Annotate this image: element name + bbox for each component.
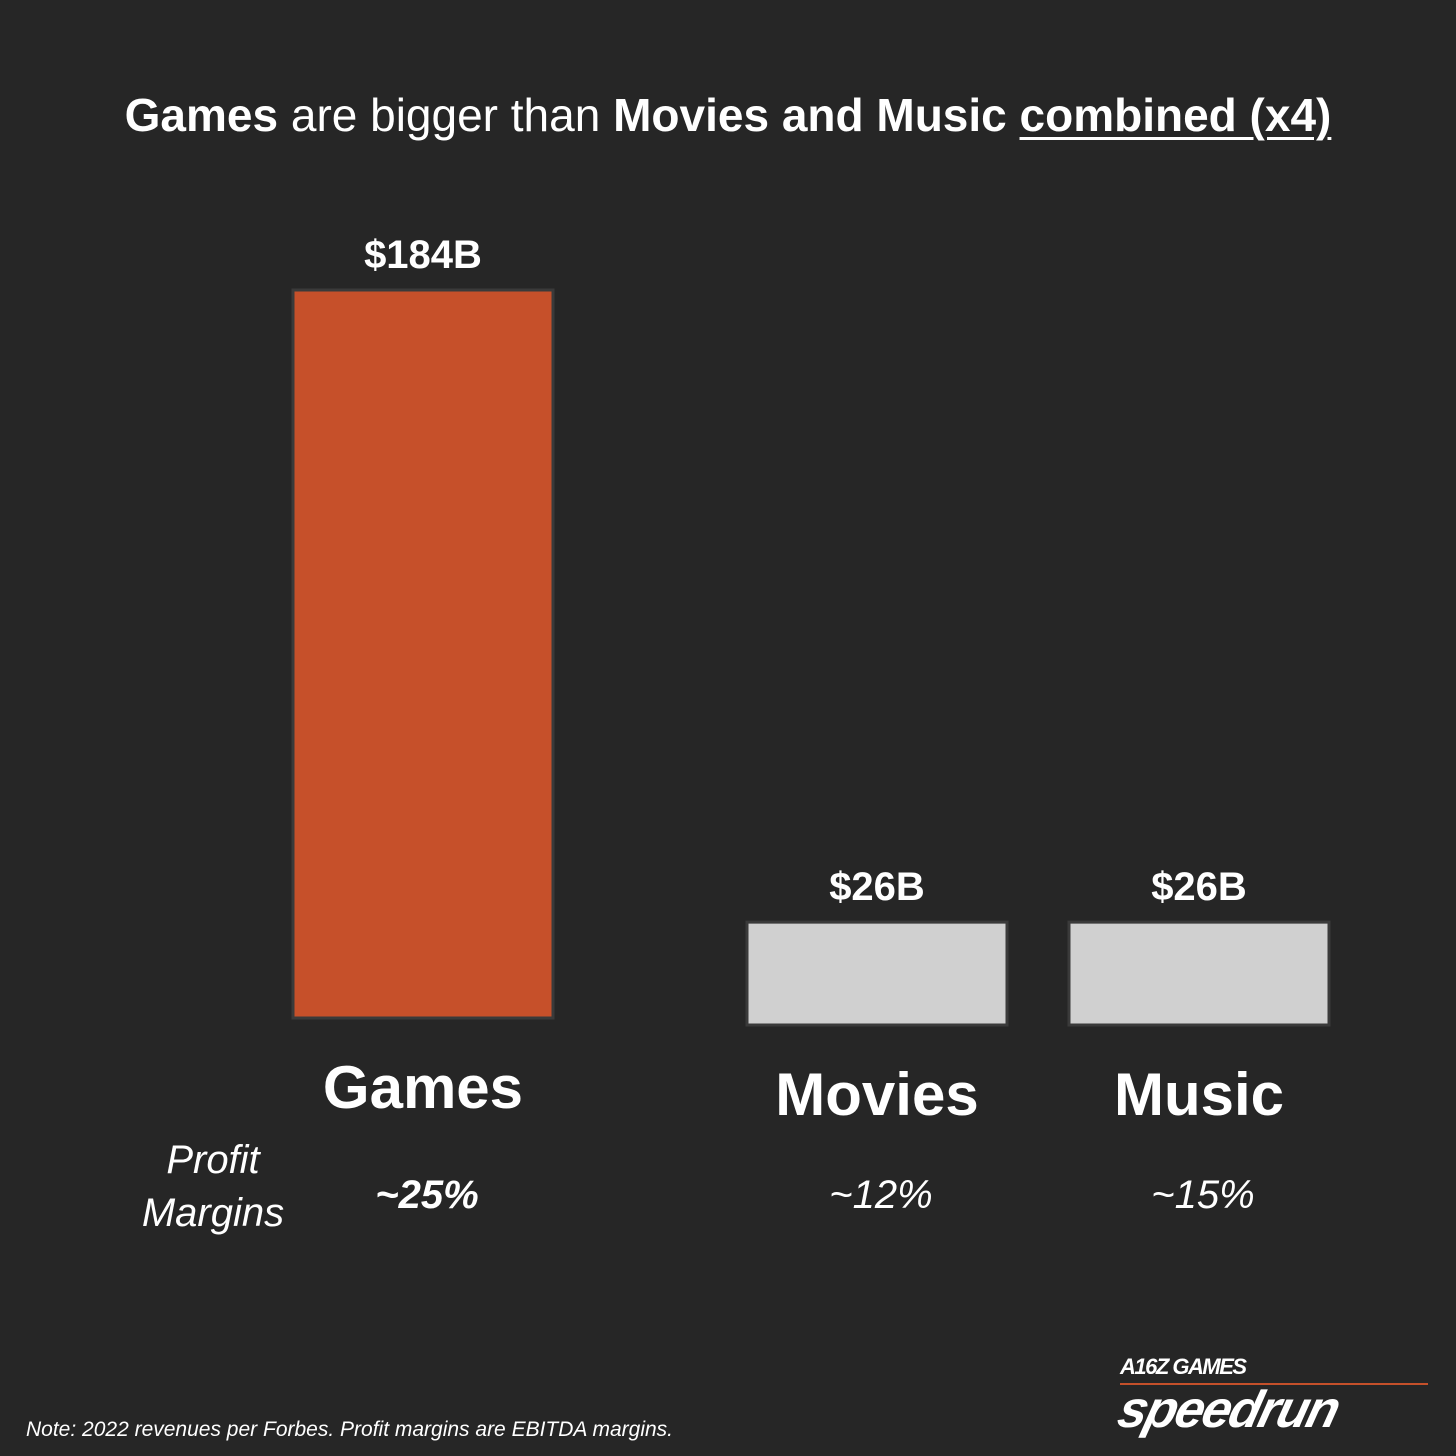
chart-title: Games are bigger than Movies and Music c… bbox=[0, 88, 1456, 142]
bar-music bbox=[1067, 920, 1331, 1027]
category-label-movies: Movies bbox=[775, 1061, 978, 1128]
value-label-music: $26B bbox=[1151, 865, 1247, 909]
profit-margins-line1: Profit bbox=[166, 1138, 260, 1182]
speedrun-logo: A16Z GAMES speedrun bbox=[1112, 1352, 1432, 1439]
logo-rule bbox=[1120, 1383, 1428, 1385]
title-connector: are bigger than bbox=[278, 89, 614, 141]
value-label-movies: $26B bbox=[829, 865, 925, 909]
title-games: Games bbox=[124, 89, 279, 141]
bar-games bbox=[291, 288, 555, 1020]
profit-margin-games: ~25% bbox=[375, 1173, 478, 1217]
profit-margins-line2: Margins bbox=[141, 1191, 285, 1235]
title-combined: combined (x4) bbox=[1019, 89, 1332, 141]
footnote: Note: 2022 revenues per Forbes. Profit m… bbox=[26, 1418, 674, 1441]
bar-movies bbox=[745, 920, 1009, 1027]
category-label-music: Music bbox=[1114, 1061, 1284, 1128]
profit-margins-label: Profit Margins bbox=[118, 1134, 308, 1240]
value-label-games: $184B bbox=[364, 233, 482, 277]
logo-brand-text: A16Z GAMES bbox=[1120, 1354, 1247, 1379]
title-movies-music: Movies and Music bbox=[613, 89, 1007, 141]
category-label-games: Games bbox=[323, 1054, 523, 1121]
profit-margin-movies: ~12% bbox=[829, 1173, 932, 1217]
profit-margin-music: ~15% bbox=[1151, 1173, 1254, 1217]
logo-wordmark: speedrun bbox=[1112, 1381, 1345, 1439]
